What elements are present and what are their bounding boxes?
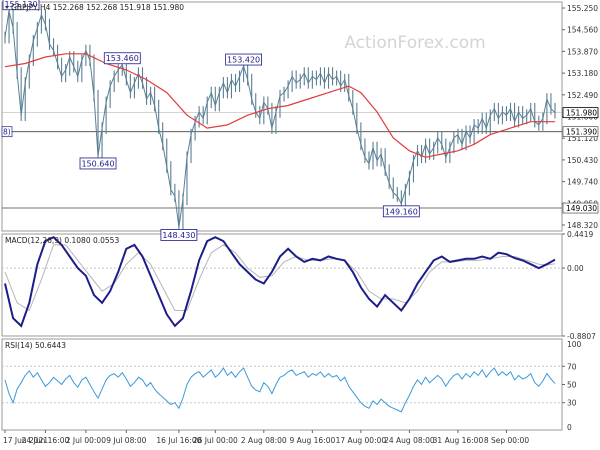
price-axis-label: 154.560 [567,26,598,35]
price-annotation-label: 150.640 [81,159,114,168]
x-axis-label: 24 Aug 08:00 [384,436,435,445]
price-axis-label: 149.740 [567,178,598,187]
price-annotation-box [79,157,117,170]
rsi-axis-label: 30 [567,399,577,408]
price-annotation-label: 155.130 [4,0,37,9]
current-price-label: 151.980 [566,109,597,118]
macd-pane-frame [1,233,563,337]
price-axis-label: 148.320 [567,221,598,230]
left-cut-label: 8) [3,128,11,137]
x-axis-label: 31 Aug 16:00 [433,436,484,445]
rsi-header: RSI(14) 50.6443 [5,341,66,350]
x-axis-label: 9 Jul 08:00 [106,436,146,445]
price-annotation-label: 149.160 [385,207,418,216]
price-axis-label: 153.180 [567,69,598,78]
rsi-axis-label: 70 [567,362,577,371]
x-axis-label: 26 Jul 00:00 [193,436,238,445]
macd-header: MACD(12,26,9) 0.1080 0.0553 [5,236,119,245]
header-triangle-icon [5,6,9,9]
level-label-text: 151.390 [566,128,597,137]
rsi-line [4,367,556,413]
price-axis-label: 152.490 [567,91,598,100]
moving-average-line [4,53,555,158]
x-axis-label: 24 Jun 16:00 [22,436,70,445]
macd-axis-label: 0.4419 [567,230,593,239]
price-header: GBPJPY,H4 152.268 152.268 151.918 151.98… [11,3,184,12]
left-cut-box [1,126,13,138]
macd-axis-label: 0.00 [567,264,584,273]
price-line [4,10,556,228]
x-axis-label: 2 Aug 08:00 [241,436,287,445]
rsi-pane-frame [1,338,563,431]
x-axis-label: 17 Jun 2021 [3,436,48,445]
price-annotation-label: 153.420 [227,56,260,65]
price-annotation-label: 153.460 [106,54,139,63]
level-label-box [562,202,599,214]
price-axis-label: 155.250 [567,4,598,13]
current-price-box [562,107,599,119]
macd-axis-label: -0.8807 [567,332,596,341]
price-annotation-box [225,53,263,66]
price-annotation-box [160,229,198,241]
rsi-axis-label: 100 [567,340,582,349]
price-annotation-box [103,52,141,65]
x-axis-label: 16 Jul 16:00 [156,436,201,445]
price-annotation-box [2,0,40,11]
price-annotation-box [382,205,420,218]
level-label-box [562,126,599,138]
price-axis-label: 153.870 [567,47,598,56]
macd-line [4,235,556,328]
x-axis-label: 17 Aug 00:00 [336,436,387,445]
macd-signal-line [4,244,556,312]
x-axis-label: 2 Jul 00:00 [66,436,106,445]
price-axis-label: 150.430 [567,156,598,165]
level-label-text: 149.030 [566,204,597,213]
watermark-text: ActionForex.com [344,33,485,53]
x-axis-label: 8 Sep 00:00 [484,436,530,445]
price-axis-label: 151.120 [567,134,598,143]
rsi-axis-label: 0 [567,423,572,432]
rsi-axis-label: 50 [567,381,577,390]
price-annotation-label: 148.430 [162,231,195,240]
x-axis-label: 9 Aug 16:00 [289,436,335,445]
